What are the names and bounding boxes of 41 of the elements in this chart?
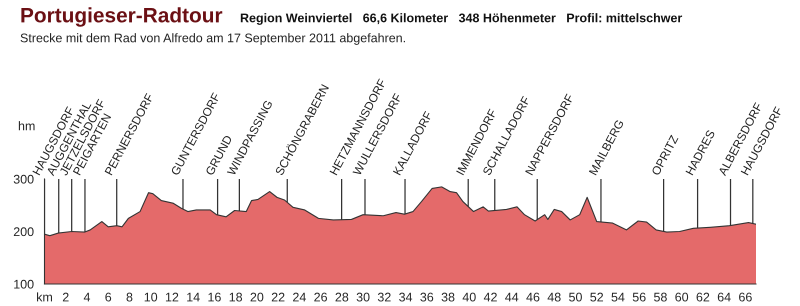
x-tick-label: 44 (505, 292, 518, 302)
x-tick-label: 48 (548, 292, 561, 302)
y-tick-label: 100 (14, 280, 34, 289)
x-tick-label: 26 (314, 292, 328, 302)
x-tick-label: 62 (696, 292, 710, 302)
x-tick-label: km (37, 292, 52, 302)
y-tick-label: 300 (14, 174, 34, 184)
x-tick-label: 52 (590, 292, 604, 302)
x-tick-label: 16 (208, 292, 221, 302)
x-tick-label: 64 (718, 292, 731, 302)
x-tick-label: 14 (187, 292, 200, 302)
x-tick-label: 42 (484, 292, 497, 302)
x-tick-label: 46 (526, 292, 540, 302)
text: Strecke mit dem Rad von Alfredo am 17 September 2011 abgefahren. (20, 33, 405, 45)
x-tick-label: 18 (230, 292, 242, 302)
x-tick-label: 12 (166, 292, 178, 302)
x-tick-label: 60 (675, 292, 688, 302)
x-tick-label: 8 (126, 292, 132, 302)
x-tick-label: 20 (250, 292, 264, 302)
y-tick-label: 200 (14, 227, 34, 236)
x-tick-label: 32 (378, 292, 391, 302)
chart-subtitle: Region Weinviertel 66,6 Kilometer 348 Höhenmeter Profil: mittelschwer (240, 13, 682, 25)
x-tick-label: 4 (84, 292, 90, 302)
x-tick-label: 34 (399, 292, 412, 302)
x-tick-label: 36 (420, 292, 434, 302)
x-tick-label: 6 (105, 292, 112, 302)
x-tick-label: 2 (62, 292, 69, 302)
x-tick-label: 58 (654, 292, 667, 302)
x-tick-label: 54 (611, 292, 625, 302)
x-tick-label: 50 (569, 292, 582, 302)
x-tick-label: 40 (462, 292, 476, 302)
x-tick-label: 38 (442, 292, 454, 302)
x-tick-label: 28 (336, 292, 348, 302)
x-tick-label: 66 (739, 292, 752, 302)
x-tick-label: 56 (632, 292, 646, 302)
y-axis-title: hm (18, 121, 35, 130)
x-tick-label: 30 (356, 292, 370, 302)
x-tick-label: 22 (272, 292, 284, 302)
x-tick-label: 24 (293, 292, 306, 302)
chart-title: Portugieser-Radtour (21, 7, 222, 27)
x-tick-label: 10 (144, 292, 158, 302)
